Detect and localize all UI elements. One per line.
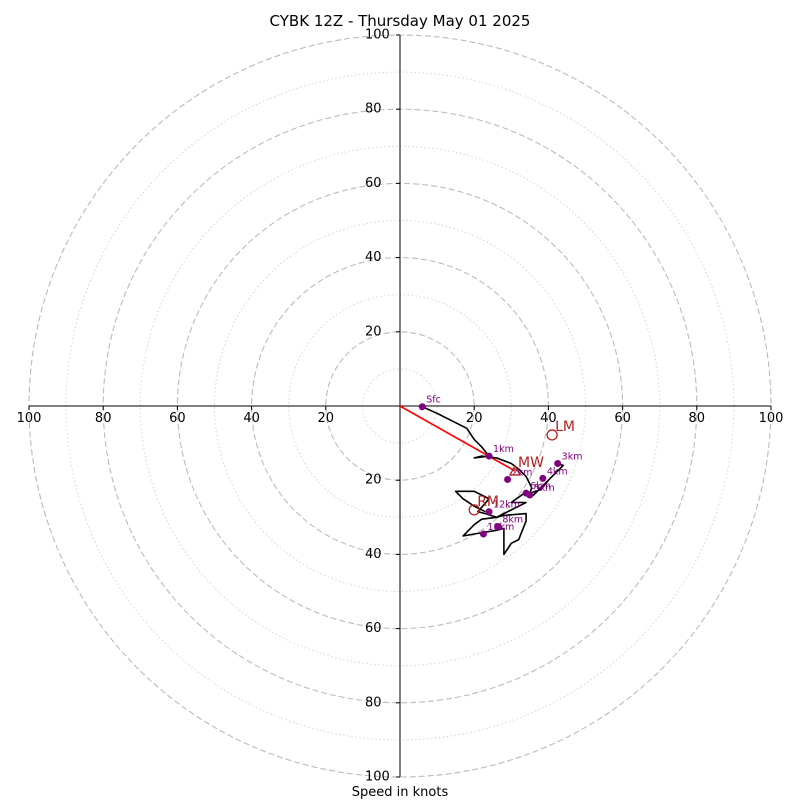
x-tick-label: 60 <box>614 411 631 426</box>
y-tick-label: 80 <box>365 102 382 117</box>
x-tick-label: 40 <box>243 411 260 426</box>
y-tick-label: 40 <box>365 250 382 265</box>
y-tick-label: 20 <box>365 324 382 339</box>
height-label: 4km <box>547 466 568 477</box>
storm-motion-marker <box>546 429 558 441</box>
height-label: 12km <box>493 500 520 511</box>
x-axis-label: Speed in knots <box>352 785 449 800</box>
storm-motion-label: MW <box>518 455 544 471</box>
height-label: 6km <box>530 481 551 492</box>
height-label: 5km <box>534 483 555 494</box>
height-label: 2km <box>512 467 533 478</box>
x-tick-label: 100 <box>17 411 42 426</box>
storm-motion-label: LM <box>555 419 575 435</box>
chart-title: CYBK 12Z - Thursday May 01 2025 <box>270 12 531 30</box>
height-point <box>504 475 512 483</box>
height-label: 8km <box>502 515 523 526</box>
tick-labels: 100 100 80 80 60 60 40 40 20 20 20 20 40 40 60 60 80 80 10… <box>17 28 784 785</box>
y-tick-label: 100 <box>365 28 390 43</box>
storm-motion-marker <box>468 504 480 516</box>
height-point <box>485 508 493 516</box>
x-tick-label: 80 <box>95 411 112 426</box>
mean-wind-marker <box>508 464 522 476</box>
height-point <box>539 474 547 482</box>
x-tick-label: 20 <box>318 411 335 426</box>
y-tick-label: 80 <box>365 695 382 710</box>
x-tick-label: 60 <box>169 411 186 426</box>
x-tick-label: 100 <box>759 411 784 426</box>
x-tick-label: 40 <box>540 411 557 426</box>
x-tick-label: 20 <box>466 411 483 426</box>
height-label: 3km <box>562 452 583 463</box>
height-point <box>494 523 502 531</box>
storm-motion-label: RM <box>477 494 499 510</box>
height-point <box>479 530 487 538</box>
height-label: 1km <box>493 444 514 455</box>
y-tick-label: 40 <box>365 547 382 562</box>
height-point <box>418 403 426 411</box>
height-point <box>522 489 530 497</box>
x-tick-label: 80 <box>689 411 706 426</box>
storm-motion-group: LM MW RM <box>468 419 575 516</box>
shear-vector-group <box>399 405 516 472</box>
shear-vector-line <box>399 405 516 472</box>
height-point <box>485 452 493 460</box>
y-tick-label: 60 <box>365 621 382 636</box>
height-point <box>554 460 562 468</box>
y-tick-label: 100 <box>365 770 390 785</box>
y-tick-label: 60 <box>365 176 382 191</box>
height-label: 10km <box>487 522 514 533</box>
y-tick-label: 20 <box>365 473 382 488</box>
height-label: Sfc <box>426 395 441 406</box>
